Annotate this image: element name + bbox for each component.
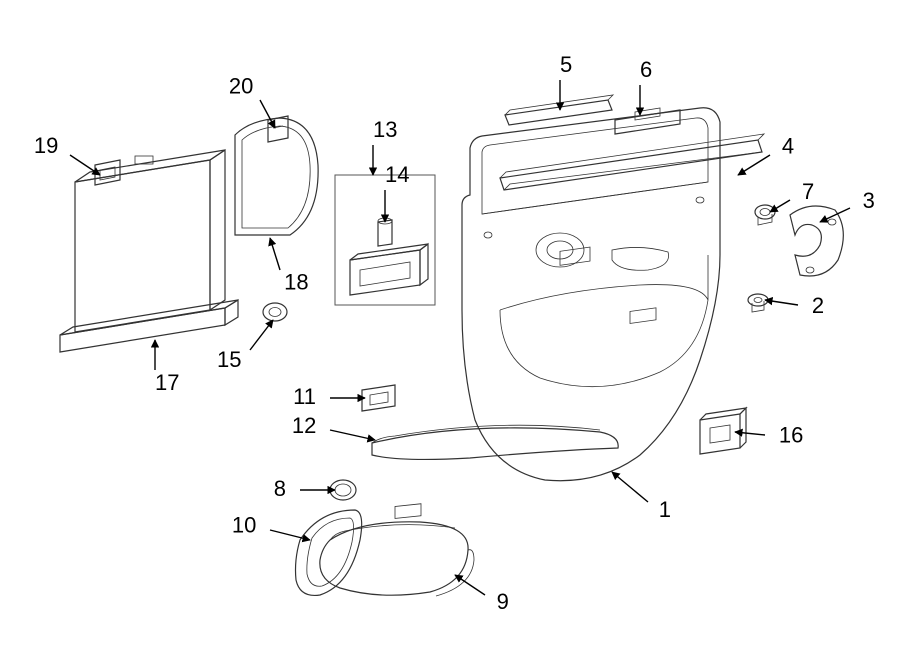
callout-label-18: 18 xyxy=(284,269,308,294)
part-11-clip xyxy=(362,385,395,411)
part-12-lower-trim xyxy=(372,425,618,459)
callout-label-13: 13 xyxy=(373,117,397,142)
callout-label-17: 17 xyxy=(155,370,179,395)
callout-label-7: 7 xyxy=(802,179,814,204)
part-5-upper-strip xyxy=(505,95,613,125)
part-10-pull-handle xyxy=(296,510,362,595)
part-7-grommet xyxy=(755,205,775,225)
part-18-quarter-cover xyxy=(235,118,318,235)
callout-leader-12 xyxy=(330,430,375,440)
callout-leader-15 xyxy=(250,320,273,350)
callout-leader-2 xyxy=(765,300,798,305)
part-17-sunshade xyxy=(60,150,238,352)
part-4-belt-molding xyxy=(500,134,764,190)
callout-label-4: 4 xyxy=(782,134,794,159)
part-16-window-switch xyxy=(700,408,746,454)
callout-leader-7 xyxy=(770,200,790,212)
part-13-lamp-housing xyxy=(350,244,428,295)
callout-label-1: 1 xyxy=(659,497,671,522)
part-3-latch-bracket xyxy=(790,206,843,276)
callout-label-3: 3 xyxy=(863,188,875,213)
callout-leader-1 xyxy=(612,472,648,502)
callout-label-10: 10 xyxy=(232,513,256,538)
part-9-armrest xyxy=(320,504,474,596)
part-15-round-plug xyxy=(263,303,287,321)
callout-label-16: 16 xyxy=(779,422,803,447)
callout-label-19: 19 xyxy=(34,133,58,158)
callout-label-11: 11 xyxy=(293,384,316,409)
callout-label-8: 8 xyxy=(274,476,286,501)
part-2-push-fastener xyxy=(748,294,768,312)
callout-label-9: 9 xyxy=(497,589,509,614)
parts-diagram: 1234567891011121314151617181920 xyxy=(0,0,900,661)
callout-label-14: 14 xyxy=(385,162,409,187)
part-14-bulb xyxy=(378,218,392,246)
callout-label-6: 6 xyxy=(640,57,652,82)
callout-label-12: 12 xyxy=(292,413,316,438)
callout-leader-4 xyxy=(738,155,770,175)
callout-leader-18 xyxy=(270,238,280,270)
callout-label-5: 5 xyxy=(560,52,572,77)
callout-label-20: 20 xyxy=(229,74,253,99)
callout-label-2: 2 xyxy=(812,293,824,318)
part-19-clip xyxy=(95,160,120,185)
callout-label-15: 15 xyxy=(217,347,241,372)
